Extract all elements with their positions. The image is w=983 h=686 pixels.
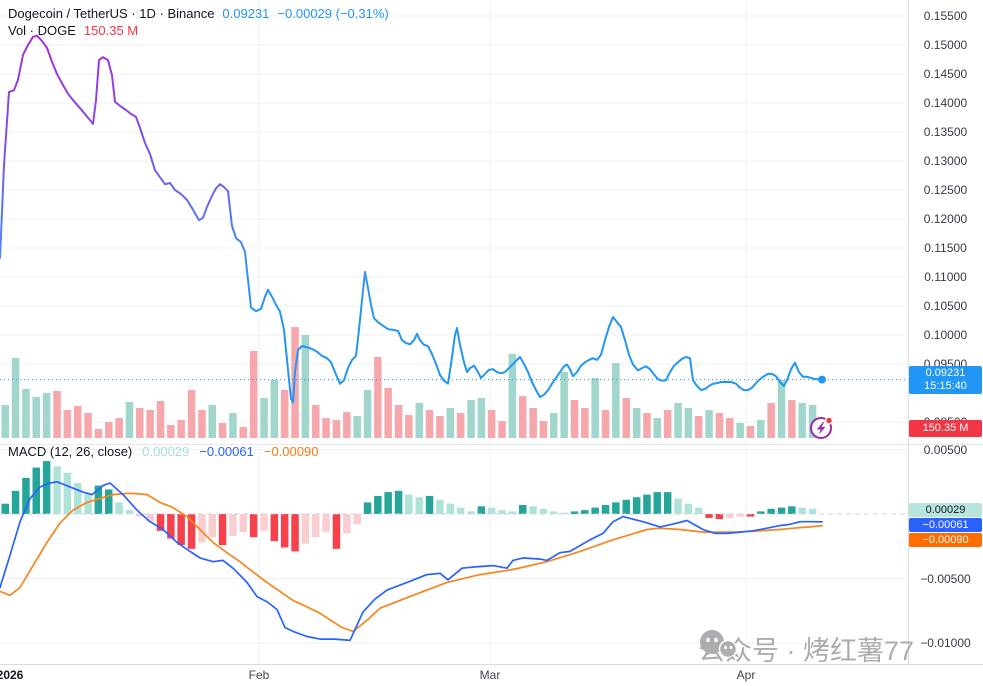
price-tick-label: 0.15000 [923, 38, 968, 52]
price-tick-label: 0.14500 [923, 67, 968, 81]
price-tick-label: 0.11000 [924, 270, 967, 284]
price-tick-label: 0.13500 [923, 125, 968, 139]
price-tick-label: 0.00500 [923, 442, 968, 457]
volume-value: 150.35 M [83, 23, 139, 38]
price-change-value: −0.00029 (−0.31%) [277, 6, 389, 21]
price-tick-label: −0.00500 [920, 571, 971, 586]
time-tick-label: Feb [248, 668, 270, 682]
price-tick-label: 0.12500 [923, 183, 968, 197]
price-tick-label: 0.11500 [924, 241, 967, 255]
macd-line-badge: −0.00061 [909, 518, 982, 533]
symbol-title[interactable]: Dogecoin / TetherUS · 1D · Binance [8, 6, 215, 21]
last-price-badge: 0.09231 15:15:40 [909, 365, 982, 394]
volume-badge: 150.35 M [909, 420, 982, 437]
last-price-value: 0.09231 [222, 6, 270, 21]
price-tick-label: 0.10500 [923, 299, 968, 313]
macd-histogram [1, 461, 817, 552]
macd-hist-badge: 0.00029 [909, 503, 982, 518]
time-tick-label: Apr [736, 668, 756, 682]
macd-signal-line [0, 492, 823, 633]
macd-line-value: −0.00061 [199, 444, 254, 459]
watermark: 公众号 · 烤红薯77 [698, 629, 914, 668]
symbol-legend: Dogecoin / TetherUS · 1D · Binance 0.092… [8, 5, 389, 39]
macd-signal-badge: −0.00090 [909, 533, 982, 548]
price-scale[interactable]: 0.15500 0.15000 0.14500 0.14000 0.13500 0.130… [908, 0, 983, 664]
macd-legend: MACD (12, 26, close) 0.00029 −0.00061 −0… [8, 444, 318, 459]
time-tick-label: 2026 [0, 668, 24, 682]
price-line [0, 34, 823, 404]
gridlines [0, 0, 908, 669]
price-tick-label: 0.14000 [923, 96, 968, 110]
macd-line [0, 480, 823, 642]
macd-signal-value: −0.00090 [263, 444, 319, 459]
volume-label[interactable]: Vol · DOGE [8, 23, 76, 38]
price-tick-label: 0.15500 [923, 9, 968, 23]
lightning-icon [810, 416, 834, 439]
time-tick-label: Mar [479, 668, 501, 682]
price-tick-label: 0.10000 [923, 328, 968, 342]
price-last-dot [818, 375, 826, 384]
price-tick-label: 0.13000 [923, 154, 968, 168]
price-tick-label: 0.12000 [923, 212, 968, 226]
boost-button[interactable] [809, 415, 835, 441]
macd-title[interactable]: MACD (12, 26, close) [8, 444, 133, 459]
time-scale[interactable]: 2026 Feb Mar Apr [0, 665, 983, 686]
macd-hist-value: 0.00029 [142, 444, 190, 459]
price-tick-label: −0.01000 [920, 636, 971, 650]
wechat-icon [700, 630, 738, 661]
